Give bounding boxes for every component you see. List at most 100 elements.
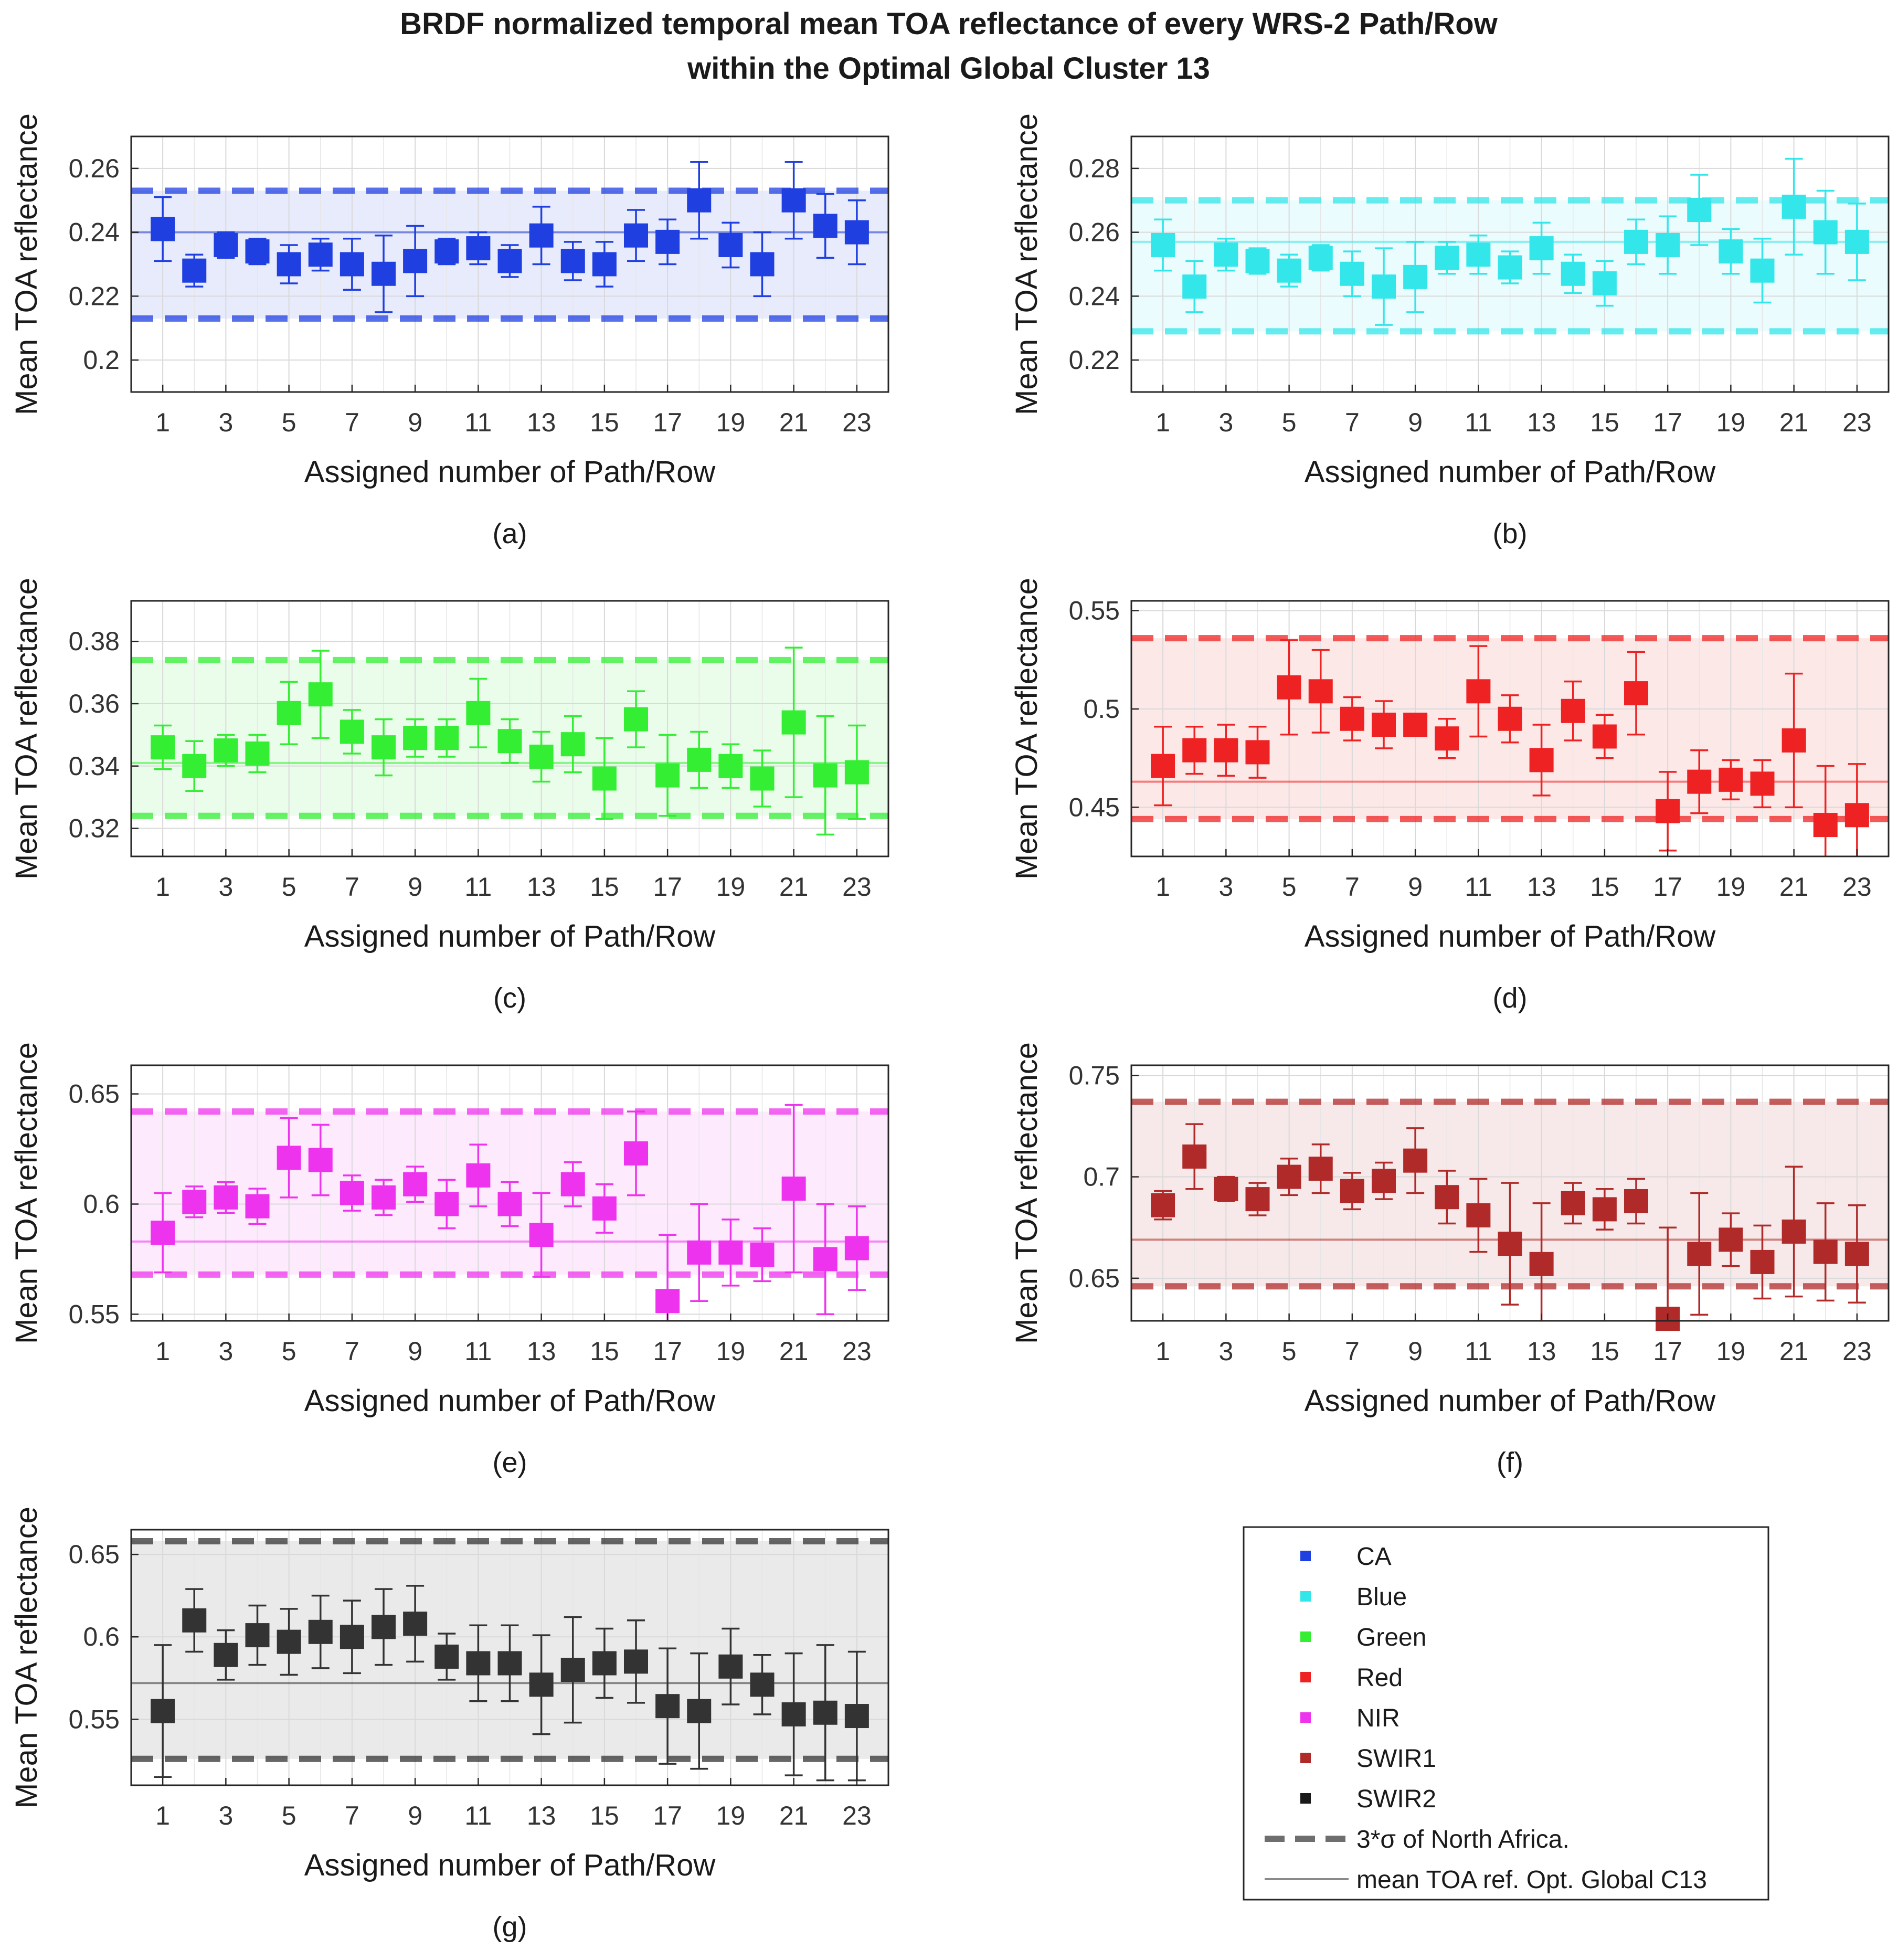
x-tick-label: 7 xyxy=(345,1801,359,1830)
x-tick-label: 11 xyxy=(1465,408,1492,437)
x-tick-label: 11 xyxy=(1465,872,1492,902)
data-point xyxy=(1403,1148,1428,1173)
data-point xyxy=(844,1236,869,1260)
data-point xyxy=(1245,1187,1270,1212)
data-point xyxy=(1214,242,1238,267)
data-point xyxy=(1182,1144,1207,1169)
panel-label: (b) xyxy=(1493,518,1528,549)
data-point xyxy=(214,1643,238,1667)
figure-title-line2: within the Optimal Global Cluster 13 xyxy=(687,51,1210,86)
x-tick-label: 5 xyxy=(282,872,296,902)
x-tick-label: 13 xyxy=(527,872,556,902)
x-tick-label: 11 xyxy=(464,408,492,437)
data-point xyxy=(592,1651,617,1676)
x-tick-label: 17 xyxy=(1653,408,1682,437)
axes-box xyxy=(130,1064,889,1322)
x-tick-label: 19 xyxy=(1716,872,1746,902)
y-tick-label: 0.65 xyxy=(1069,1264,1120,1293)
data-point xyxy=(372,1615,396,1639)
data-point xyxy=(1214,1177,1238,1201)
y-tick-label: 0.26 xyxy=(1069,218,1120,247)
x-tick-label: 15 xyxy=(590,1801,619,1830)
data-point xyxy=(1624,229,1648,254)
x-tick-label: 15 xyxy=(590,408,619,437)
y-tick-label: 0.55 xyxy=(1069,596,1120,626)
x-tick-label: 3 xyxy=(218,1337,233,1366)
data-point xyxy=(718,1654,743,1679)
data-point xyxy=(750,252,775,277)
data-point xyxy=(1782,728,1806,753)
panel-label: (a) xyxy=(493,518,527,549)
data-point xyxy=(308,682,333,707)
y-tick-label: 0.24 xyxy=(69,218,120,247)
data-point xyxy=(1813,220,1838,245)
data-point xyxy=(1750,1249,1775,1274)
data-point xyxy=(340,252,364,277)
x-tick-label: 5 xyxy=(1282,1337,1297,1366)
data-point xyxy=(1403,264,1428,289)
data-point xyxy=(624,223,648,248)
x-tick-label: 13 xyxy=(1527,1337,1556,1366)
x-tick-label: 23 xyxy=(842,1337,872,1366)
x-tick-label: 3 xyxy=(218,408,233,437)
panel-label: (c) xyxy=(493,982,526,1014)
data-point xyxy=(245,1194,270,1219)
x-axis-label: Assigned number of Path/Row xyxy=(304,919,716,953)
x-axis-label: Assigned number of Path/Row xyxy=(1305,455,1716,489)
data-point xyxy=(1687,198,1712,223)
x-tick-label: 17 xyxy=(653,1801,682,1830)
chart-panel-blue: 1 3 5 7 9 11 13 15 17 19 21 230.220.240.260.28Assig… xyxy=(1010,113,1890,549)
x-tick-label: 19 xyxy=(1716,408,1746,437)
legend-label-green: Green xyxy=(1356,1624,1426,1651)
data-point xyxy=(592,252,617,277)
data-point xyxy=(687,1240,712,1265)
data-point xyxy=(1656,232,1680,257)
data-point xyxy=(1214,738,1238,762)
x-tick-label: 19 xyxy=(1716,1337,1746,1366)
data-point xyxy=(434,726,459,750)
data-point xyxy=(560,1172,585,1196)
legend: CA Blue Green Red NIR SWIR1 SWIR2 3*σ of North … xyxy=(1243,1526,1769,1901)
legend-marker xyxy=(1300,1753,1311,1763)
y-tick-label: 0.6 xyxy=(83,1622,120,1651)
data-point xyxy=(1245,740,1270,765)
x-tick-label: 15 xyxy=(590,872,619,902)
x-tick-label: 21 xyxy=(1779,408,1809,437)
legend-label-sigma: 3*σ of North Africa. xyxy=(1356,1826,1570,1853)
data-point xyxy=(1308,679,1333,704)
x-tick-label: 23 xyxy=(842,872,872,902)
x-tick-label: 7 xyxy=(345,1337,359,1366)
data-point xyxy=(655,1289,680,1313)
data-point xyxy=(1719,1227,1743,1252)
x-tick-label: 7 xyxy=(1345,1337,1360,1366)
data-point xyxy=(1750,771,1775,796)
legend-label-swir1: SWIR1 xyxy=(1356,1745,1436,1773)
x-tick-label: 23 xyxy=(1842,408,1872,437)
y-tick-label: 0.55 xyxy=(69,1704,120,1734)
x-tick-label: 23 xyxy=(842,408,872,437)
axes-box xyxy=(130,135,889,393)
y-tick-label: 0.34 xyxy=(69,751,120,781)
x-tick-label: 21 xyxy=(779,872,809,902)
data-point xyxy=(1372,1169,1396,1193)
data-point xyxy=(466,1651,491,1676)
data-point xyxy=(1151,232,1175,257)
data-point xyxy=(151,735,175,760)
x-tick-label: 11 xyxy=(464,1801,492,1830)
x-tick-label: 7 xyxy=(345,872,359,902)
legend-marker xyxy=(1300,1591,1311,1602)
y-tick-label: 0.2 xyxy=(83,345,120,375)
legend-label-swir2: SWIR2 xyxy=(1356,1785,1436,1813)
data-point xyxy=(214,232,238,257)
y-axis-label: Mean TOA reflectance xyxy=(1010,578,1044,880)
data-point xyxy=(277,701,301,725)
data-point xyxy=(1182,738,1207,762)
axes-box xyxy=(1130,600,1890,857)
x-tick-label: 13 xyxy=(527,408,556,437)
panel-label: (g) xyxy=(493,1911,527,1943)
chart-panel-ca: 1 3 5 7 9 11 13 15 17 19 21 230.20.220.240.26Assign… xyxy=(9,113,889,549)
data-point xyxy=(1308,246,1333,270)
axes-box xyxy=(130,600,889,857)
data-point xyxy=(1782,194,1806,219)
